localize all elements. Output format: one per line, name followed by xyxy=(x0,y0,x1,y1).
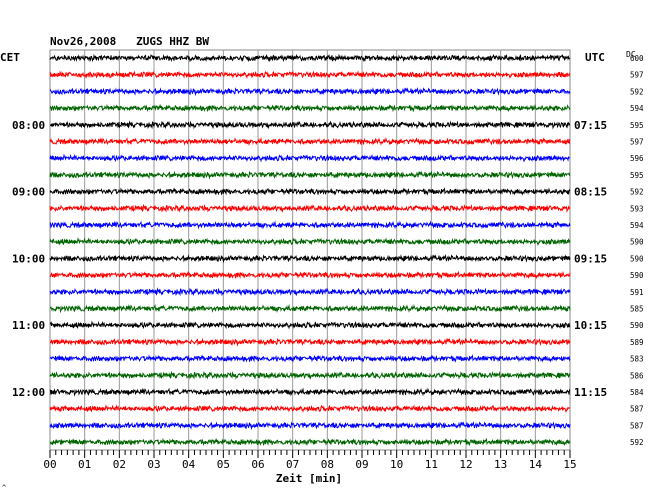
x-tick-label: 01 xyxy=(78,458,91,471)
trace-layer xyxy=(49,53,571,447)
seismic-trace xyxy=(49,254,571,264)
x-tick-label: 11 xyxy=(425,458,438,471)
dc-value: 595 xyxy=(630,171,644,180)
seismic-trace xyxy=(49,236,571,246)
cet-hour-label: 11:00 xyxy=(12,319,45,332)
seismic-trace xyxy=(49,53,571,63)
dc-value: 590 xyxy=(630,271,644,280)
cet-hour-label: 10:00 xyxy=(12,252,45,265)
dc-value: 589 xyxy=(630,338,644,347)
left-zone-label: CET xyxy=(0,51,20,64)
x-tick-label: 05 xyxy=(217,458,230,471)
x-tick-label: 03 xyxy=(147,458,160,471)
dc-value: 593 xyxy=(630,204,644,213)
dc-value: 585 xyxy=(630,305,644,314)
seismic-trace xyxy=(49,220,571,230)
seismic-trace xyxy=(49,303,571,314)
x-tick-label: 08 xyxy=(321,458,334,471)
cet-hour-label: 12:00 xyxy=(12,386,45,399)
dc-value: 591 xyxy=(630,288,644,297)
chart-title: Nov26,2008 ZUGS HHZ BW xyxy=(50,35,209,48)
dc-value: 594 xyxy=(630,221,644,230)
x-tick-label: 07 xyxy=(286,458,299,471)
dc-value: 595 xyxy=(630,121,644,130)
dc-value: 594 xyxy=(630,104,644,113)
cet-hour-label: 08:00 xyxy=(12,119,45,132)
x-tick-label: 06 xyxy=(251,458,264,471)
seismic-trace xyxy=(49,136,571,146)
utc-hour-label: 09:15 xyxy=(574,252,607,265)
seismic-trace xyxy=(49,354,571,363)
seismic-trace xyxy=(49,337,571,347)
dc-value: 592 xyxy=(630,87,644,96)
dc-value: 590 xyxy=(630,254,644,263)
seismic-trace xyxy=(49,120,571,130)
x-tick-label: 10 xyxy=(390,458,403,471)
seismic-trace xyxy=(49,187,571,196)
dc-header: DC xyxy=(626,50,636,59)
seismic-trace xyxy=(49,370,571,380)
dc-value: 596 xyxy=(630,154,644,163)
seismic-trace xyxy=(49,320,571,330)
dc-value: 590 xyxy=(630,238,644,247)
seismic-trace xyxy=(49,403,571,413)
seismic-trace xyxy=(49,153,571,163)
x-tick-label: 14 xyxy=(529,458,543,471)
dc-value: 600 xyxy=(630,54,644,63)
seismic-trace xyxy=(49,421,571,431)
x-tick-label: 15 xyxy=(563,458,576,471)
dc-value: 592 xyxy=(630,438,644,447)
x-tick-label: 02 xyxy=(113,458,126,471)
dc-value: 587 xyxy=(630,405,644,414)
dc-value: 586 xyxy=(630,371,644,380)
dc-value: 592 xyxy=(630,188,644,197)
seismic-trace xyxy=(49,87,571,97)
footer-mark: ^ xyxy=(2,484,6,492)
x-axis-title: Zeit [min] xyxy=(276,472,342,485)
dc-value: 597 xyxy=(630,138,644,147)
x-tick-label: 09 xyxy=(355,458,368,471)
seismic-trace xyxy=(49,387,571,397)
seismic-trace xyxy=(49,170,571,180)
dc-value: 583 xyxy=(630,355,644,364)
x-tick-label: 13 xyxy=(494,458,507,471)
utc-hour-label: 11:15 xyxy=(574,386,607,399)
utc-hour-label: 10:15 xyxy=(574,319,607,332)
axis-layer: 600 597 592 594 595 597 596 595 592 593 594 590 590 5… xyxy=(12,54,644,471)
grid-layer xyxy=(49,49,571,451)
dc-value: 587 xyxy=(630,421,644,430)
seismic-trace xyxy=(49,203,571,214)
seismic-trace xyxy=(49,437,571,447)
seismic-trace xyxy=(49,270,571,280)
x-tick-label: 04 xyxy=(182,458,196,471)
seismic-trace xyxy=(49,287,571,297)
cet-hour-label: 09:00 xyxy=(12,186,45,199)
right-zone-label: UTC xyxy=(585,51,605,64)
utc-hour-label: 08:15 xyxy=(574,186,607,199)
seismic-trace xyxy=(49,103,571,113)
dc-value: 590 xyxy=(630,321,644,330)
x-tick-label: 00 xyxy=(43,458,56,471)
x-tick-label: 12 xyxy=(459,458,472,471)
dc-value: 597 xyxy=(630,71,644,80)
seismic-trace xyxy=(49,70,571,79)
utc-hour-label: 07:15 xyxy=(574,119,607,132)
dc-value: 584 xyxy=(630,388,644,397)
